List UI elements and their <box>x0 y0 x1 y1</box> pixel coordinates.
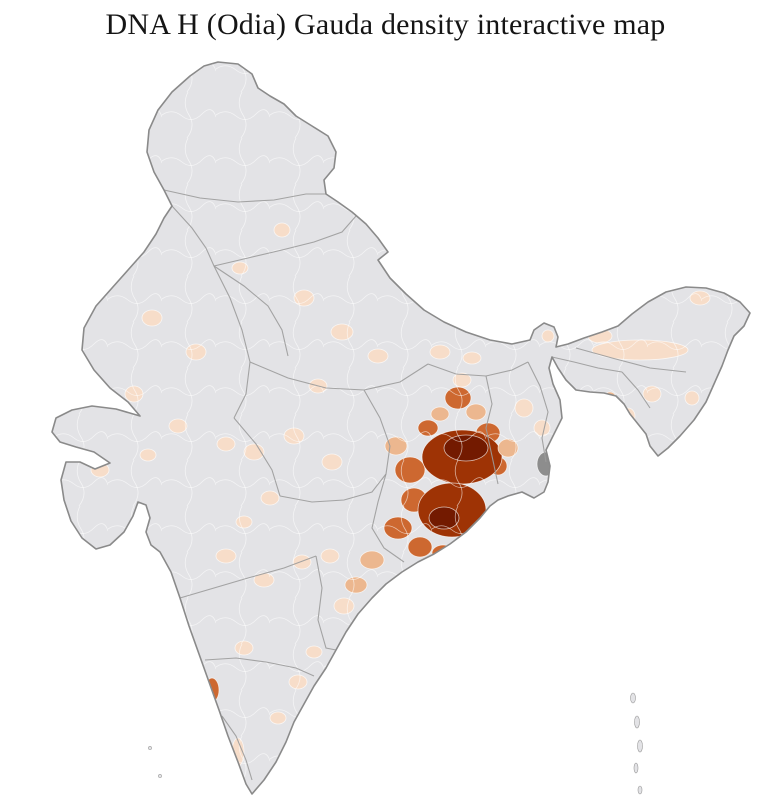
island[interactable] <box>637 785 643 795</box>
andaman-islands[interactable] <box>630 692 643 795</box>
island[interactable] <box>158 774 162 778</box>
state-border-line <box>371 473 405 563</box>
map-title: DNA H (Odia) Gauda density interactive m… <box>105 8 666 41</box>
island[interactable] <box>148 746 152 750</box>
island[interactable] <box>637 739 643 753</box>
country-outline <box>51 61 751 795</box>
state-border-line <box>179 555 317 599</box>
state-border-line <box>527 361 549 463</box>
island[interactable] <box>630 692 636 704</box>
district-borders-mesh <box>52 62 750 794</box>
lakshadweep-islands[interactable] <box>148 746 162 778</box>
state-border-line <box>363 389 391 475</box>
district-cluster[interactable] <box>551 441 563 455</box>
state-border-line <box>315 555 337 651</box>
state-border-line <box>575 347 687 373</box>
state-border-line <box>204 657 315 677</box>
island[interactable] <box>633 762 639 774</box>
state-border-line <box>163 189 326 203</box>
state-border-line <box>279 473 387 503</box>
state-border-line <box>171 205 215 267</box>
district-cluster[interactable] <box>165 607 179 629</box>
state-border-line <box>551 356 623 373</box>
island[interactable] <box>634 715 640 729</box>
state-border-line <box>221 715 253 781</box>
state-border-line <box>213 265 251 419</box>
state-border-line <box>213 215 357 267</box>
state-border-line <box>213 265 289 357</box>
state-borders <box>163 189 687 781</box>
state-border-line <box>249 361 429 391</box>
state-border-line <box>621 371 651 409</box>
state-border-line <box>485 375 499 485</box>
state-border-line <box>233 417 281 497</box>
